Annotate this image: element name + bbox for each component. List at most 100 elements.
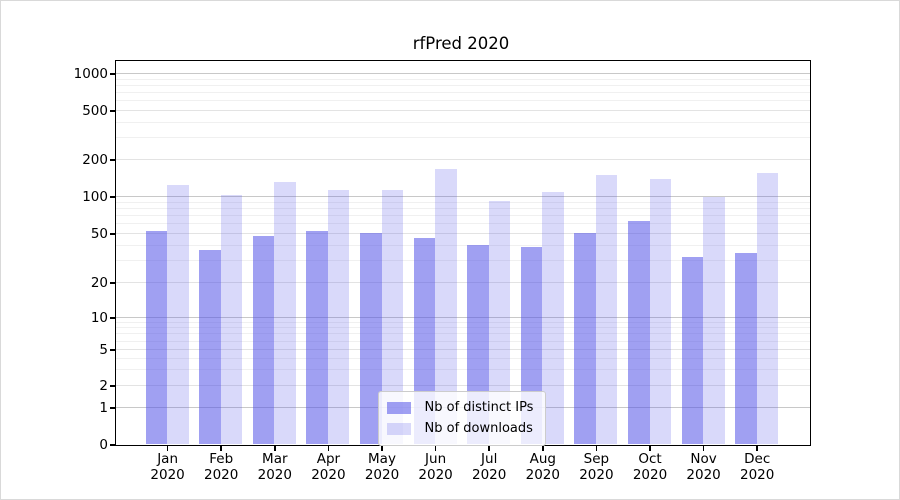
x-tick-label-jul: Jul 2020: [472, 451, 507, 483]
bar-downloads-nov: [703, 196, 725, 445]
gridline-y-60: [115, 223, 810, 225]
y-tick-5: [110, 349, 116, 351]
gridline-y-2: [115, 385, 810, 387]
y-tick-label-5: 5: [99, 341, 108, 358]
y-tick-50: [110, 233, 116, 235]
x-tick-label-sep: Sep 2020: [579, 451, 614, 483]
x-tick-oct: [649, 446, 651, 451]
x-tick-label-jun: Jun 2020: [418, 451, 453, 483]
bar-downloads-jun: [435, 169, 457, 445]
legend: Nb of distinct IPs Nb of downloads: [377, 390, 546, 446]
legend-label-downloads: Nb of downloads: [424, 421, 533, 436]
x-tick-label-feb: Feb 2020: [204, 451, 239, 483]
y-tick-label-20: 20: [90, 274, 108, 291]
x-tick-may: [381, 446, 383, 451]
bar-distinct-ips-oct: [628, 221, 650, 445]
gridline-y-300: [115, 137, 810, 139]
gridline-y-9: [115, 321, 810, 323]
gridline-y-4: [115, 357, 810, 359]
gridline-y-5: [115, 348, 810, 350]
gridline-y-70: [115, 215, 810, 217]
gridline-y-30: [115, 260, 810, 262]
bar-distinct-ips-apr: [306, 231, 328, 445]
bar-distinct-ips-nov: [681, 257, 704, 445]
x-tick-mar: [274, 446, 276, 451]
y-tick-20: [110, 282, 116, 284]
x-tick-jun: [434, 446, 437, 451]
x-tick-dec: [756, 446, 758, 451]
bar-distinct-ips-feb: [199, 249, 221, 445]
bar-downloads-feb: [220, 195, 243, 445]
bar-downloads-apr: [327, 189, 350, 445]
gridline-y-200: [115, 158, 810, 160]
bar-downloads-mar: [274, 181, 296, 445]
bar-downloads-oct: [649, 179, 671, 445]
y-tick-2: [110, 385, 116, 387]
gridline-y-1000: [115, 73, 810, 75]
gridline-y-100: [115, 196, 810, 197]
y-tick-label-500: 500: [82, 102, 108, 119]
legend-label-distinct-ips: Nb of distinct IPs: [424, 400, 534, 415]
x-tick-label-aug: Aug 2020: [525, 451, 560, 483]
legend-item-downloads: Nb of downloads: [386, 420, 537, 439]
gridline-y-900: [115, 78, 810, 80]
bar-distinct-ips-dec: [735, 252, 757, 445]
gridline-y-500: [115, 109, 810, 111]
x-tick-label-dec: Dec 2020: [740, 451, 775, 483]
bar-distinct-ips-sep: [574, 233, 596, 445]
gridline-y-7: [115, 333, 810, 335]
x-tick-sep: [595, 446, 598, 451]
y-tick-0: [110, 444, 116, 446]
bar-distinct-ips-may: [360, 233, 382, 445]
bar-downloads-sep: [595, 174, 618, 445]
y-tick-label-10: 10: [90, 310, 108, 326]
y-tick-1: [110, 407, 116, 409]
bar-downloads-dec: [756, 173, 779, 445]
x-tick-label-nov: Nov 2020: [686, 451, 721, 483]
bar-distinct-ips-mar: [252, 235, 275, 445]
gridline-y-6: [115, 340, 810, 342]
y-tick-label-1000: 1000: [73, 66, 108, 83]
gridline-y-8: [115, 327, 810, 329]
x-tick-jul: [488, 446, 490, 451]
y-tick-10: [110, 317, 116, 319]
gridline-y-50: [115, 232, 810, 234]
y-tick-label-50: 50: [90, 225, 108, 242]
y-tick-200: [110, 159, 116, 161]
legend-swatch-downloads: [386, 423, 411, 435]
legend-swatch-distinct-ips: [386, 402, 411, 414]
y-tick-label-2: 2: [99, 378, 108, 395]
gridline-y-3: [115, 369, 810, 371]
y-tick-100: [110, 196, 116, 198]
gridline-y-600: [115, 100, 810, 102]
gridline-y-800: [115, 84, 810, 86]
y-tick-500: [110, 110, 116, 112]
x-tick-label-mar: Mar 2020: [257, 451, 292, 483]
gridline-y-40: [115, 244, 810, 246]
x-tick-feb: [220, 446, 222, 451]
bar-downloads-jul: [488, 200, 511, 445]
gridline-y-400: [115, 121, 810, 123]
y-tick-label-0: 0: [99, 437, 108, 453]
gridline-y-20: [115, 281, 810, 283]
legend-item-distinct-ips: Nb of distinct IPs: [386, 399, 537, 418]
x-tick-nov: [702, 446, 705, 451]
x-tick-jan: [166, 446, 169, 451]
y-tick-label-1: 1: [99, 399, 108, 416]
plot-area: Nb of distinct IPs Nb of downloads: [114, 59, 811, 446]
x-tick-apr: [327, 446, 330, 451]
y-tick-label-200: 200: [82, 151, 108, 168]
bar-distinct-ips-jan: [145, 231, 168, 445]
y-tick-1000: [110, 73, 116, 75]
chart-title: rfPred 2020: [412, 34, 510, 53]
gridline-y-80: [115, 207, 810, 209]
x-tick-aug: [542, 446, 544, 451]
x-tick-label-jan: Jan 2020: [150, 451, 185, 483]
gridline-y-10: [115, 317, 810, 318]
x-tick-label-oct: Oct 2020: [632, 451, 668, 483]
gridline-y-700: [115, 92, 810, 94]
x-tick-label-may: May 2020: [364, 451, 400, 483]
bar-downloads-aug: [542, 192, 564, 445]
bar-downloads-may: [381, 190, 403, 445]
